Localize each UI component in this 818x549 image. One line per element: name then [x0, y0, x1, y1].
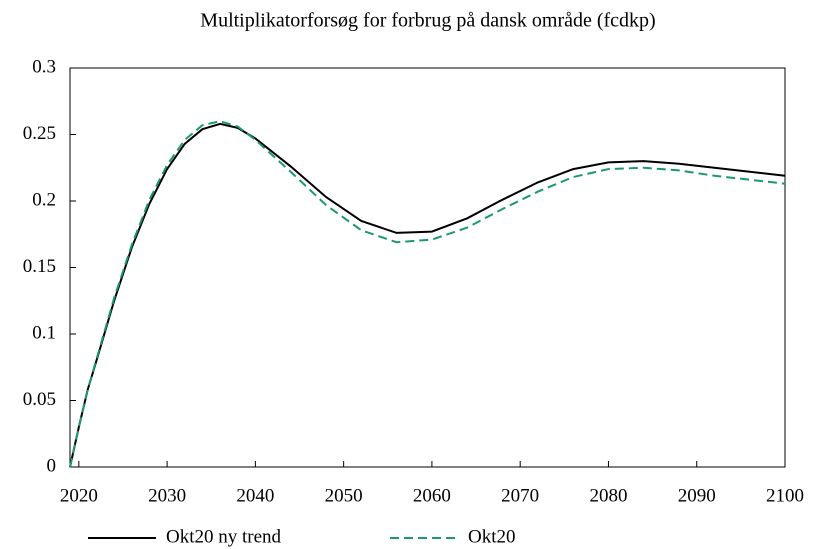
plot-frame — [69, 67, 786, 468]
legend-label: Okt20 ny trend — [166, 526, 282, 547]
y-tick-label: 0.25 — [23, 123, 56, 144]
y-tick-label: 0.3 — [32, 56, 56, 77]
x-tick-label: 2070 — [501, 485, 539, 506]
x-tick-label: 2060 — [413, 485, 451, 506]
y-tick-label: 0.2 — [32, 189, 56, 210]
x-tick-label: 2040 — [236, 485, 274, 506]
legend-label: Okt20 — [468, 526, 516, 547]
x-tick-label: 2050 — [325, 485, 363, 506]
y-tick-label: 0.15 — [23, 256, 56, 277]
x-tick-label: 2080 — [589, 485, 627, 506]
y-tick-label: 0 — [47, 455, 57, 476]
x-tick-label: 2030 — [148, 485, 186, 506]
chart-title: Multiplikatorforsøg for forbrug på dansk… — [200, 10, 655, 32]
x-tick-label: 2100 — [766, 485, 804, 506]
y-tick-label: 0.1 — [32, 322, 56, 343]
series-line — [69, 122, 786, 468]
series-line — [69, 120, 786, 468]
x-tick-label: 2020 — [60, 485, 98, 506]
y-tick-label: 0.05 — [23, 389, 56, 410]
x-tick-label: 2090 — [678, 485, 716, 506]
